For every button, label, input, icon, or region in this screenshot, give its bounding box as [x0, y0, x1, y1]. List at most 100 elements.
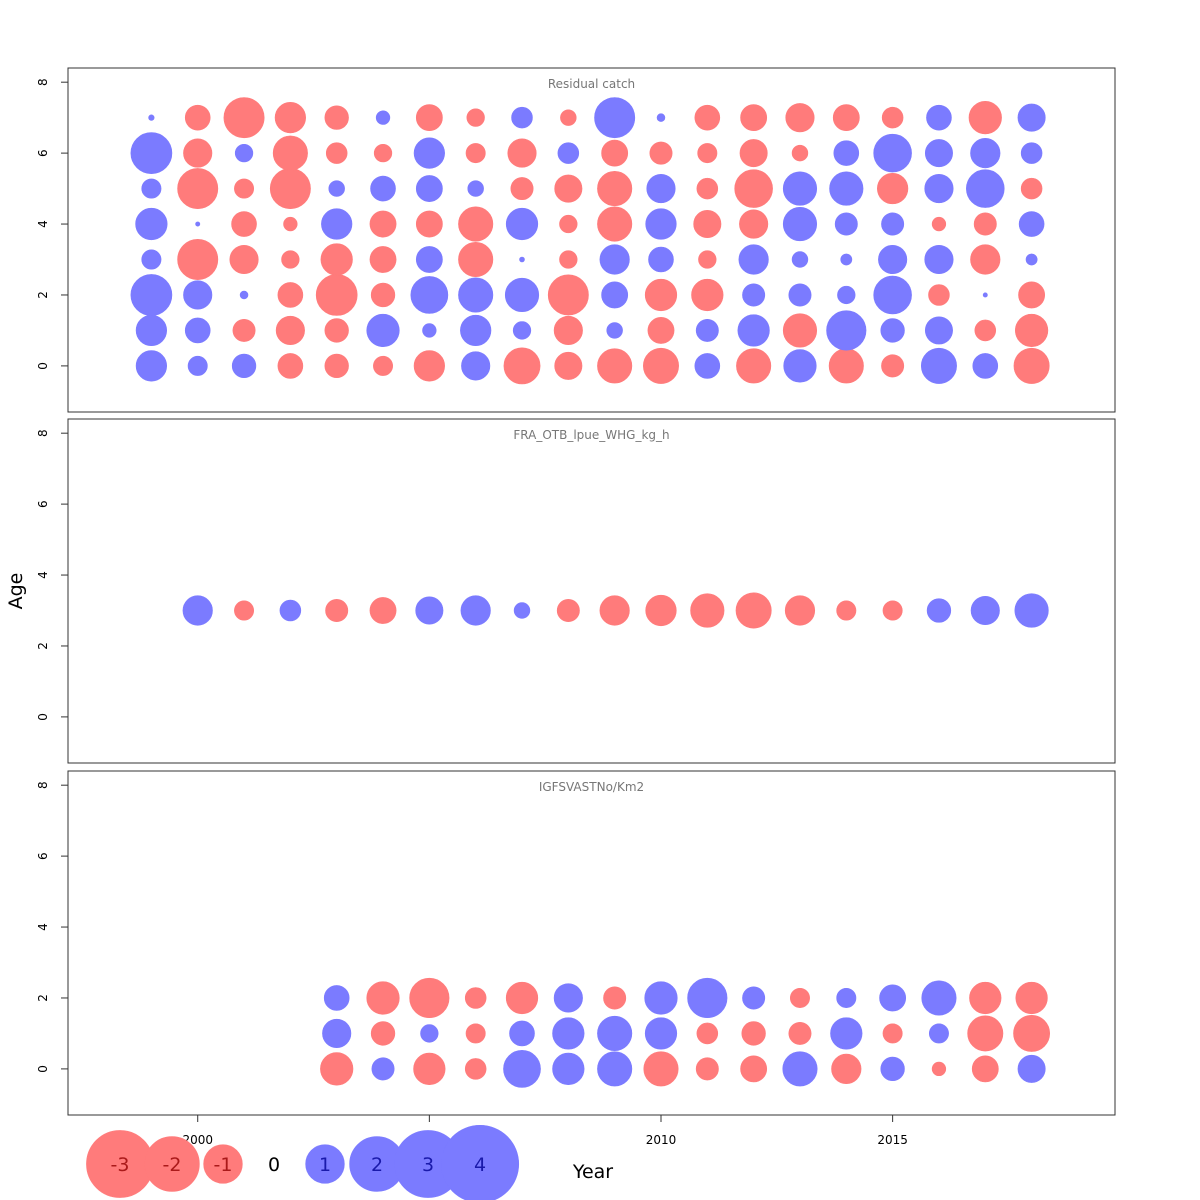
residual-bubble [467, 180, 484, 197]
residual-bubble [320, 243, 353, 276]
residual-bubble [782, 313, 818, 348]
residual-bubble [511, 106, 533, 129]
residual-bubble [552, 1017, 585, 1050]
legend-label: -3 [111, 1154, 130, 1176]
residual-bubble [644, 278, 678, 312]
residual-bubble [789, 987, 810, 1008]
residual-bubble [415, 175, 443, 202]
residual-bubble [512, 321, 532, 340]
residual-bubble [687, 977, 728, 1019]
residual-bubble [738, 244, 769, 275]
residual-bubble [366, 981, 400, 1015]
residual-bubble [739, 209, 769, 239]
residual-bubble [698, 250, 717, 269]
residual-bubble [788, 1021, 812, 1045]
residual-bubble [742, 986, 766, 1010]
residual-bubble [409, 977, 450, 1019]
residual-bubble [599, 244, 630, 275]
residual-bubble [556, 599, 580, 622]
residual-bubble [782, 171, 818, 206]
residual-bubble [281, 250, 300, 269]
residual-bubble [837, 285, 856, 305]
y-tick-label: 6 [36, 500, 50, 508]
residual-bubble [415, 104, 443, 132]
residual-bubble [739, 139, 768, 168]
y-tick-label: 2 [36, 642, 50, 650]
residual-bubble [970, 595, 1000, 626]
residual-bubble [649, 141, 673, 165]
residual-bubble [882, 600, 903, 621]
residual-bubble [924, 244, 954, 275]
residual-bubble [737, 314, 770, 347]
legend-bubble [144, 1136, 200, 1192]
residual-bubble [645, 208, 677, 240]
residual-bubble [130, 132, 173, 174]
panels-layer: Residual catch02468FRA_OTB_lpue_WHG_kg_h… [36, 67, 1116, 1116]
residual-bubble [195, 221, 201, 227]
residual-bubble [966, 169, 1005, 208]
residual-bubble [881, 354, 905, 378]
residual-bubble [187, 355, 208, 376]
residual-bubble [554, 174, 583, 203]
residual-bubble [968, 101, 1002, 135]
residual-bubble [924, 139, 953, 168]
y-tick-label: 0 [36, 713, 50, 721]
residual-bubble [882, 1023, 903, 1044]
residual-bubble [375, 110, 391, 125]
residual-bubble [826, 310, 867, 351]
residual-bubble [1025, 253, 1038, 266]
residual-bubble [324, 105, 349, 130]
panel-frame [67, 770, 1116, 1116]
residual-bubble [695, 318, 719, 342]
residual-bubble [269, 168, 311, 210]
residual-bubble [177, 168, 219, 210]
residual-bubble [325, 599, 349, 622]
residual-bubble [836, 987, 857, 1008]
residual-bubble [507, 138, 537, 168]
residual-bubble [141, 178, 162, 199]
x-axis: 2000200520102015 [182, 1114, 908, 1147]
residual-bubble [1017, 103, 1046, 132]
residual-bubble [513, 602, 531, 619]
residual-bubble [1020, 142, 1043, 164]
residual-bubble [410, 276, 449, 314]
residual-bubble [1018, 281, 1046, 309]
y-tick-label: 2 [36, 994, 50, 1002]
y-tick-label: 6 [36, 852, 50, 860]
residual-bubble [833, 140, 860, 166]
residual-bubble [369, 246, 397, 273]
residual-bubble [972, 353, 999, 379]
residual-bubble [742, 283, 766, 307]
residual-bubble [277, 353, 304, 379]
residual-bubble [791, 144, 809, 162]
residual-bubble [735, 592, 772, 629]
residual-bubble [231, 211, 257, 237]
residual-bubble [130, 274, 173, 316]
residual-bubble [415, 246, 443, 273]
residual-bubble [231, 353, 257, 379]
residual-bubble [926, 598, 952, 623]
residual-bubble [321, 208, 353, 240]
residual-bubble [370, 282, 396, 308]
legend-bubble [305, 1144, 345, 1184]
residual-bubble [840, 253, 853, 266]
residual-bubble [322, 1018, 352, 1048]
y-tick-label: 2 [36, 291, 50, 299]
residual-bubble [460, 595, 491, 626]
residual-bubble [873, 133, 912, 173]
x-tick-label: 2010 [646, 1133, 677, 1147]
y-tick-label: 0 [36, 1065, 50, 1073]
residual-bubble [1015, 313, 1049, 348]
legend-label: 1 [319, 1154, 331, 1176]
panel-title: Residual catch [548, 77, 635, 91]
legend-label: -2 [163, 1154, 182, 1176]
residual-bubble [1013, 347, 1050, 384]
residual-bubble [223, 97, 265, 139]
residual-bubble [369, 210, 397, 238]
residual-bubble [415, 210, 443, 238]
residual-bubble [881, 212, 905, 236]
residual-bubble [880, 1056, 905, 1082]
residual-bubble [320, 1052, 354, 1086]
y-axis-title: Age [5, 573, 27, 610]
